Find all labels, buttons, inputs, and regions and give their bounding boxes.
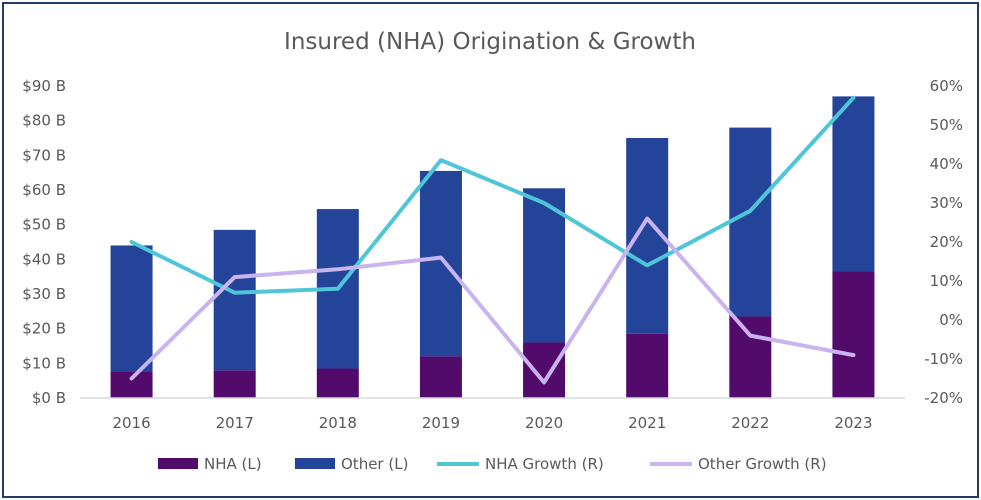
right-tick-label: 40%	[930, 155, 963, 173]
x-tick-label: 2016	[112, 414, 150, 432]
x-tick-label: 2018	[319, 414, 357, 432]
left-tick-label: $90 B	[22, 77, 66, 95]
legend-swatch	[158, 458, 198, 469]
bar-other-l	[832, 96, 875, 272]
bar-nha-l	[626, 333, 669, 398]
bar-other-l	[729, 127, 772, 317]
left-tick-label: $70 B	[22, 146, 66, 164]
line-other-growth-r	[129, 216, 856, 385]
bar-nha-l	[729, 316, 772, 398]
bar-other-l	[213, 229, 256, 371]
bar-nha-l	[832, 271, 875, 398]
legend-swatch	[295, 458, 335, 469]
left-tick-label: $50 B	[22, 216, 66, 234]
legend-item: Other (L)	[295, 455, 408, 473]
legend-item: Other Growth (R)	[650, 455, 827, 473]
legend-item: NHA (L)	[158, 455, 262, 473]
left-tick-label: $0 B	[32, 389, 66, 407]
right-tick-label: -20%	[924, 389, 963, 407]
line-nha-growth-r	[129, 95, 856, 295]
bar-nha-l	[523, 342, 566, 398]
left-tick-label: $80 B	[22, 112, 66, 130]
bar-nha-l	[316, 368, 359, 398]
bar-nha-l	[213, 370, 256, 398]
legend-label: NHA Growth (R)	[485, 455, 604, 473]
line-marks	[129, 95, 856, 385]
right-axis-ticks: -20% -10% 0% 10% 20% 30% 40% 50% 60%	[924, 77, 963, 407]
right-tick-label: -10%	[924, 350, 963, 368]
right-tick-label: 0%	[939, 311, 963, 329]
left-tick-label: $30 B	[22, 285, 66, 303]
x-tick-label: 2019	[422, 414, 460, 432]
x-tick-label: 2020	[525, 414, 563, 432]
left-tick-label: $10 B	[22, 354, 66, 372]
right-tick-label: 50%	[930, 116, 963, 134]
right-tick-label: 20%	[930, 233, 963, 251]
right-tick-label: 60%	[930, 77, 963, 95]
legend-item: NHA Growth (R)	[437, 455, 604, 473]
bar-nha-l	[419, 356, 462, 398]
x-tick-label: 2023	[834, 414, 872, 432]
legend: NHA (L) Other (L) NHA Growth (R) Other Grow…	[158, 455, 827, 473]
bar-other-l	[419, 170, 462, 357]
legend-label: NHA (L)	[204, 455, 262, 473]
bar-other-l	[110, 245, 153, 372]
left-tick-label: $20 B	[22, 320, 66, 338]
chart-title: Insured (NHA) Origination & Growth	[284, 29, 696, 55]
right-tick-label: 30%	[930, 194, 963, 212]
left-tick-label: $60 B	[22, 181, 66, 199]
x-tick-label: 2017	[216, 414, 254, 432]
legend-label: Other (L)	[341, 455, 408, 473]
legend-label: Other Growth (R)	[698, 455, 827, 473]
x-tick-label: 2021	[628, 414, 666, 432]
x-axis-ticks: 2016 2017 2018 2019 2020 2021 2022 2023	[112, 414, 872, 432]
bar-marks	[110, 96, 875, 398]
bar-other-l	[523, 188, 566, 343]
left-axis-ticks: $0 B $10 B $20 B $30 B $40 B $50 B $60 B $70 B $…	[22, 77, 66, 407]
x-tick-label: 2022	[731, 414, 769, 432]
left-tick-label: $40 B	[22, 250, 66, 268]
right-tick-label: 10%	[930, 272, 963, 290]
